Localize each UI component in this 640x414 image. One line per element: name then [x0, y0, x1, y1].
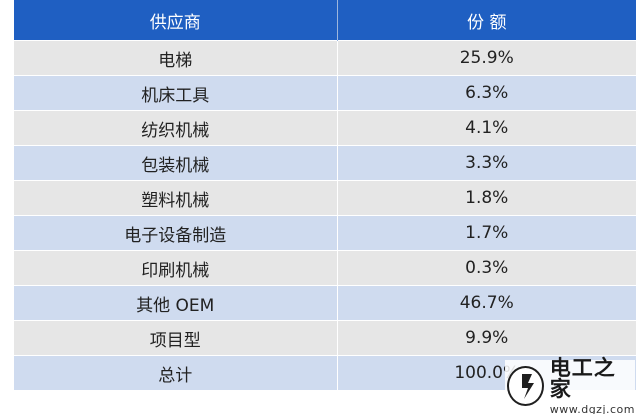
supplier-cell: 印刷机械 — [14, 250, 338, 286]
header-share: 份 额 — [337, 0, 636, 41]
supplier-cell: 包装机械 — [14, 145, 338, 181]
watermark-url: www.dgzj.com — [549, 402, 635, 414]
share-cell: 4.1% — [337, 110, 636, 146]
table-header-row: 供应商 份 额 — [14, 0, 636, 41]
table-row: 纺织机械 4.1% — [14, 110, 636, 146]
watermark-logo: 电工之家 www.dgzj.com — [505, 355, 635, 414]
watermark-title: 电工之家 — [549, 355, 616, 401]
share-cell: 9.9% — [337, 320, 636, 356]
supplier-cell: 项目型 — [14, 320, 338, 356]
supplier-cell: 塑料机械 — [14, 180, 338, 216]
table-row: 电梯 25.9% — [14, 40, 636, 76]
share-cell: 1.7% — [337, 215, 636, 251]
share-cell: 25.9% — [337, 40, 636, 76]
share-cell: 0.3% — [337, 250, 636, 286]
supplier-cell: 其他 OEM — [14, 285, 338, 321]
table-row: 塑料机械 1.8% — [14, 180, 636, 216]
header-supplier: 供应商 — [14, 0, 338, 41]
share-cell: 6.3% — [337, 75, 636, 111]
table-row: 电子设备制造 1.7% — [14, 215, 636, 251]
share-cell: 3.3% — [337, 145, 636, 181]
table-row: 印刷机械 0.3% — [14, 250, 636, 286]
table-row: 其他 OEM 46.7% — [14, 285, 636, 321]
supplier-cell: 纺织机械 — [14, 110, 338, 146]
supplier-cell: 总计 — [14, 355, 338, 390]
supplier-share-table: 供应商 份 额 电梯 25.9% 机床工具 6.3% 纺织机械 4.1% 包装机… — [14, 0, 636, 390]
supplier-cell: 机床工具 — [14, 75, 338, 111]
table-row: 包装机械 3.3% — [14, 145, 636, 181]
supplier-cell: 电梯 — [14, 40, 338, 76]
watermark-text: 电工之家 www.dgzj.com — [549, 355, 635, 414]
supplier-cell: 电子设备制造 — [14, 215, 338, 251]
share-cell: 1.8% — [337, 180, 636, 216]
lightning-logo-icon — [507, 366, 544, 406]
table-row: 项目型 9.9% — [14, 320, 636, 356]
share-cell: 46.7% — [337, 285, 636, 321]
table-row: 机床工具 6.3% — [14, 75, 636, 111]
